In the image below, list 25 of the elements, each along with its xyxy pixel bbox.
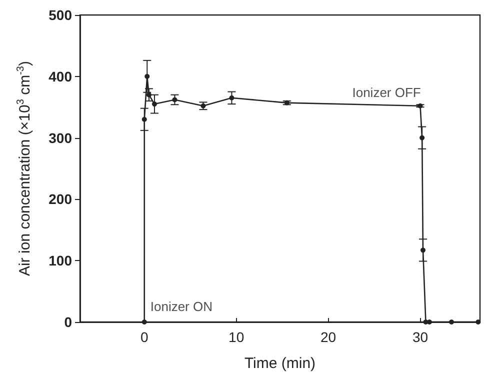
point [229, 95, 234, 100]
point [144, 74, 150, 79]
point [146, 92, 152, 98]
x-tick-label: 20 [320, 329, 336, 345]
y-tick-label: 500 [48, 7, 72, 23]
y-tick-label: 0 [64, 314, 72, 330]
x-tick-label: 0 [140, 329, 148, 345]
point [142, 320, 147, 324]
x-tick-label: 10 [228, 329, 244, 345]
point [476, 320, 481, 324]
x-tick-label: 30 [412, 329, 428, 345]
y-tick-label: 100 [48, 252, 72, 269]
point [420, 135, 425, 140]
annotation: Ionizer OFF [352, 84, 421, 100]
annotation: Ionizer ON [150, 299, 213, 314]
point [172, 97, 178, 102]
x-axis-title: Time (min) [244, 355, 316, 372]
point [142, 116, 147, 122]
y-tick-label: 400 [48, 68, 72, 84]
point [449, 320, 454, 324]
y-axis-title: Air ion concentration (×103 cm-3) [16, 61, 34, 276]
point [152, 102, 157, 107]
y-tick-label: 200 [48, 191, 72, 208]
point [420, 248, 426, 253]
y-tick-label: 300 [48, 130, 72, 146]
